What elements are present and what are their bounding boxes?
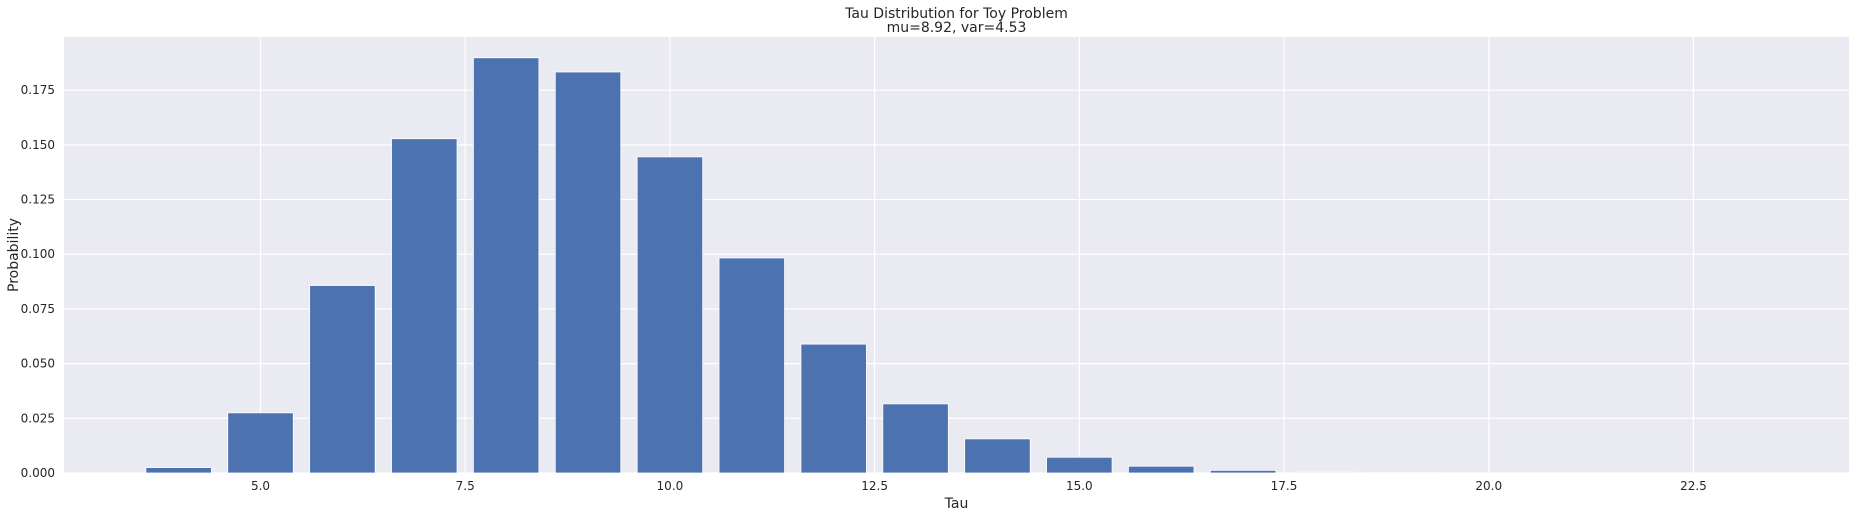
bar-tau-5 — [228, 413, 294, 473]
x-tick-label: 5.0 — [251, 479, 270, 493]
x-tick-label: 15.0 — [1066, 479, 1093, 493]
x-tick-labels: 5.0 7.5 10.0 12.5 15.0 17.5 20.0 22.5 — [251, 479, 1707, 493]
y-tick-label: 0.025 — [21, 411, 55, 425]
y-tick-label: 0.100 — [21, 247, 55, 261]
y-tick-label: 0.175 — [21, 83, 55, 97]
bar-tau-16 — [1128, 466, 1194, 473]
x-tick-label: 17.5 — [1271, 479, 1298, 493]
x-tick-label: 10.0 — [657, 479, 684, 493]
bar-tau-17 — [1210, 470, 1276, 473]
y-tick-label: 0.150 — [21, 138, 55, 152]
x-tick-label: 7.5 — [456, 479, 475, 493]
bar-tau-7 — [392, 139, 458, 473]
bar-tau-18 — [1292, 472, 1358, 473]
bar-tau-12 — [801, 344, 867, 473]
bar-tau-10 — [637, 157, 703, 473]
x-tick-label: 20.0 — [1475, 479, 1502, 493]
bar-tau-8 — [473, 58, 539, 473]
bar-tau-4 — [146, 468, 212, 473]
x-tick-label: 12.5 — [861, 479, 888, 493]
x-axis-label: Tau — [944, 496, 969, 512]
bar-tau-9 — [555, 72, 621, 473]
y-tick-label: 0.000 — [21, 466, 55, 480]
bar-tau-13 — [883, 404, 949, 473]
bar-tau-11 — [719, 258, 785, 473]
y-tick-label: 0.075 — [21, 302, 55, 316]
y-tick-label: 0.050 — [21, 357, 55, 371]
y-tick-label: 0.125 — [21, 193, 55, 207]
bar-tau-14 — [965, 439, 1031, 473]
y-tick-labels: 0.000 0.025 0.050 0.075 0.100 0.125 0.150 0.175 — [21, 83, 55, 480]
y-axis-label: Probability — [6, 218, 22, 292]
chart-subtitle: mu=8.92, var=4.53 — [887, 20, 1027, 36]
bar-tau-15 — [1047, 457, 1113, 473]
bar-tau-6 — [310, 286, 376, 473]
x-tick-label: 22.5 — [1680, 479, 1707, 493]
